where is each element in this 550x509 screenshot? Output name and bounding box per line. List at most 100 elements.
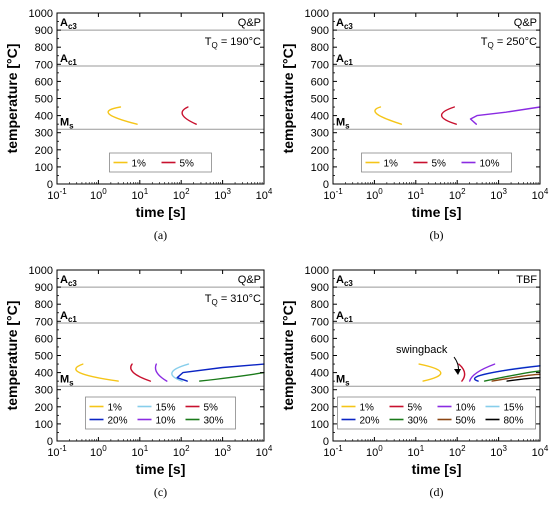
y-tick-label: 200 — [35, 145, 53, 157]
x-tick-label: 100 — [366, 187, 383, 202]
ref-line-label: Ms — [60, 116, 74, 130]
legend-box — [361, 152, 512, 173]
legend-entry: 1% — [108, 403, 123, 414]
x-tick-label: 101 — [407, 187, 424, 202]
y-tick-label: 1000 — [29, 8, 53, 20]
series-line — [107, 106, 138, 125]
series-line — [75, 363, 119, 382]
x-tick-exponent: 2 — [461, 187, 466, 196]
legend-entry: 80% — [504, 416, 524, 427]
y-tick-label: 1000 — [305, 8, 329, 20]
series-line — [491, 373, 541, 382]
x-tick-label: 102 — [449, 444, 466, 459]
legend-box — [337, 396, 536, 430]
y-tick-label: 900 — [35, 282, 53, 294]
series-line — [418, 363, 442, 382]
ref-line-label: Ac3 — [336, 274, 353, 288]
x-tick-base: 10 — [449, 190, 461, 202]
y-tick-label: 200 — [311, 402, 329, 414]
ref-line-subscript: c1 — [344, 315, 353, 324]
x-tick-exponent: 1 — [420, 187, 425, 196]
x-tick-exponent: -1 — [336, 444, 344, 453]
y-tick-label: 800 — [311, 299, 329, 311]
panel-caption: (d) — [430, 485, 444, 499]
legend-box — [109, 152, 212, 173]
x-tick-label: 101 — [407, 444, 424, 459]
x-tick-exponent: 4 — [544, 444, 549, 453]
x-tick-label: 103 — [214, 444, 231, 459]
ref-line-subscript: s — [69, 378, 74, 387]
tq-letter: T — [481, 36, 488, 48]
x-tick-base: 10 — [407, 447, 419, 459]
y-tick-label: 200 — [311, 145, 329, 157]
series-line — [458, 363, 466, 382]
tq-value: = 310°C — [218, 293, 261, 305]
legend-entry: 5% — [204, 403, 219, 414]
series-line — [130, 363, 152, 382]
swingback-arrowhead — [454, 369, 461, 375]
x-tick-base: 10 — [214, 190, 226, 202]
ref-line-label: Ac3 — [60, 274, 77, 288]
x-tick-exponent: 4 — [544, 187, 549, 196]
legend-box — [85, 396, 236, 430]
ref-line-subscript: c1 — [344, 58, 353, 67]
x-tick-exponent: 1 — [420, 444, 425, 453]
x-tick-label: 100 — [366, 444, 383, 459]
series-line — [181, 106, 197, 125]
ref-line-label: Ac1 — [60, 310, 77, 324]
y-tick-label: 400 — [311, 111, 329, 123]
ref-line-label: Ms — [336, 116, 350, 130]
y-tick-label: 400 — [35, 368, 53, 380]
x-tick-base: 10 — [131, 447, 143, 459]
x-tick-exponent: 2 — [461, 444, 466, 453]
x-tick-base: 10 — [449, 447, 461, 459]
ref-line-letter: M — [336, 116, 345, 128]
y-tick-label: 600 — [311, 333, 329, 345]
series-line — [469, 106, 541, 125]
panel-caption: (c) — [154, 485, 167, 499]
x-tick-base: 10 — [532, 190, 544, 202]
y-tick-label: 500 — [311, 351, 329, 363]
legend-entry: 5% — [408, 403, 423, 414]
x-axis-label: time [s] — [412, 461, 462, 477]
series-line — [176, 363, 265, 382]
y-tick-label: 200 — [35, 402, 53, 414]
ref-line-letter: M — [60, 116, 69, 128]
x-tick-exponent: 1 — [144, 444, 149, 453]
x-axis-label: time [s] — [412, 204, 462, 220]
chart-panel-1: Ac3Ac1Ms01002003004005006007008009001000… — [4, 8, 273, 242]
ref-line-subscript: c1 — [68, 315, 77, 324]
ref-line-subscript: c3 — [344, 22, 353, 31]
x-tick-exponent: 3 — [226, 187, 231, 196]
legend-entry: 10% — [156, 416, 176, 427]
ref-line-letter: A — [336, 274, 344, 286]
tq-value: = 250°C — [494, 36, 537, 48]
x-tick-exponent: 0 — [102, 444, 107, 453]
x-axis-label: time [s] — [136, 204, 186, 220]
process-label: TBF — [516, 274, 537, 286]
series-line — [154, 363, 168, 382]
x-tick-base: 10 — [47, 447, 59, 459]
y-tick-label: 100 — [311, 419, 329, 431]
x-tick-exponent: 2 — [185, 187, 190, 196]
tq-letter: T — [205, 36, 212, 48]
y-tick-label: 0 — [47, 436, 53, 448]
x-tick-label: 101 — [131, 187, 148, 202]
y-tick-label: 500 — [311, 94, 329, 106]
ref-line-label: Ac1 — [60, 53, 77, 67]
legend-entry: 10% — [480, 159, 500, 170]
ref-line-letter: A — [336, 310, 344, 322]
x-tick-exponent: -1 — [60, 444, 68, 453]
ref-line-label: Ac3 — [60, 17, 77, 31]
x-tick-label: 101 — [131, 444, 148, 459]
ref-line-subscript: c3 — [344, 279, 353, 288]
y-tick-label: 600 — [35, 333, 53, 345]
y-tick-label: 100 — [311, 162, 329, 174]
chart-panel-2: Ac3Ac1Ms01002003004005006007008009001000… — [280, 8, 549, 242]
x-tick-label: 102 — [173, 444, 190, 459]
x-tick-base: 10 — [407, 190, 419, 202]
series-line — [440, 106, 457, 125]
tq-letter: T — [205, 293, 212, 305]
y-tick-label: 100 — [35, 162, 53, 174]
